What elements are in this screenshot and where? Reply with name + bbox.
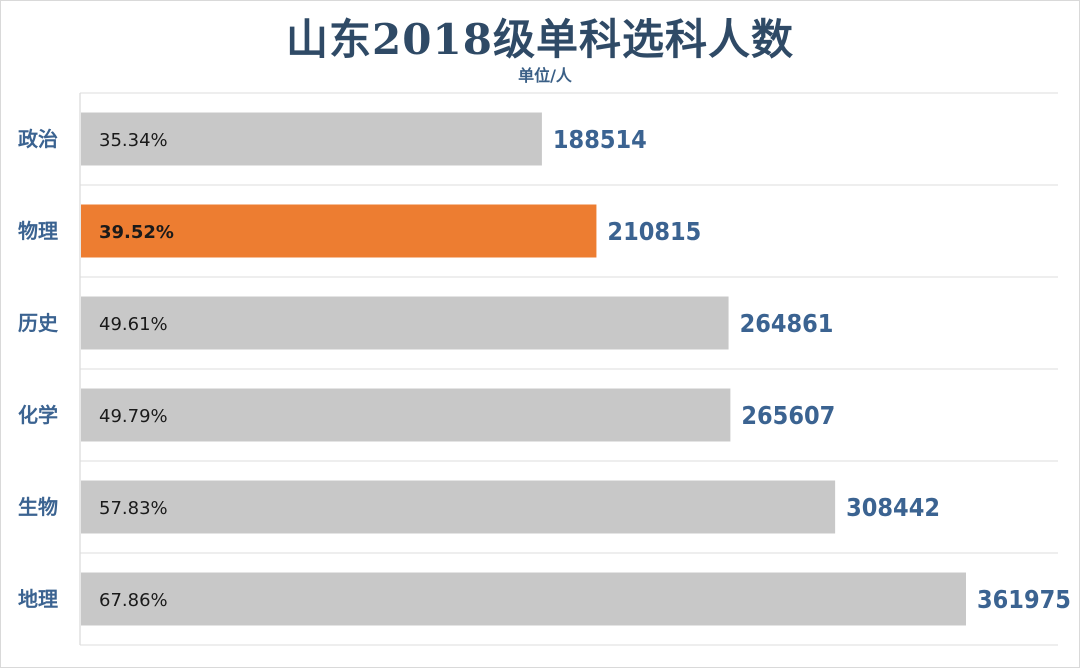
value-label: 308442 xyxy=(846,493,940,522)
value-label: 361975 xyxy=(977,585,1071,614)
bar-2 xyxy=(81,296,729,350)
category-label: 物理 xyxy=(18,219,58,243)
value-label: 188514 xyxy=(553,125,647,154)
category-label: 历史 xyxy=(18,311,59,335)
percent-label: 49.79% xyxy=(99,406,168,427)
value-label: 264861 xyxy=(740,309,834,338)
percent-label: 39.52% xyxy=(99,222,174,243)
bar-3 xyxy=(81,388,731,442)
bar-0 xyxy=(81,112,542,166)
category-label: 政治 xyxy=(18,127,58,151)
bar-1 xyxy=(81,204,597,258)
category-label: 化学 xyxy=(18,403,58,427)
category-label: 生物 xyxy=(18,495,58,519)
percent-label: 57.83% xyxy=(99,498,168,519)
category-label: 地理 xyxy=(18,587,58,611)
percent-label: 67.86% xyxy=(99,590,168,611)
chart-subtitle: 单位/人 xyxy=(518,66,572,85)
percent-label: 35.34% xyxy=(99,130,168,151)
chart-title: 山东2018级单科选科人数 xyxy=(286,15,794,64)
value-label: 265607 xyxy=(741,401,835,430)
bar-4 xyxy=(81,480,836,534)
percent-label: 49.61% xyxy=(99,314,168,335)
bar-5 xyxy=(81,572,966,626)
value-label: 210815 xyxy=(607,217,701,246)
